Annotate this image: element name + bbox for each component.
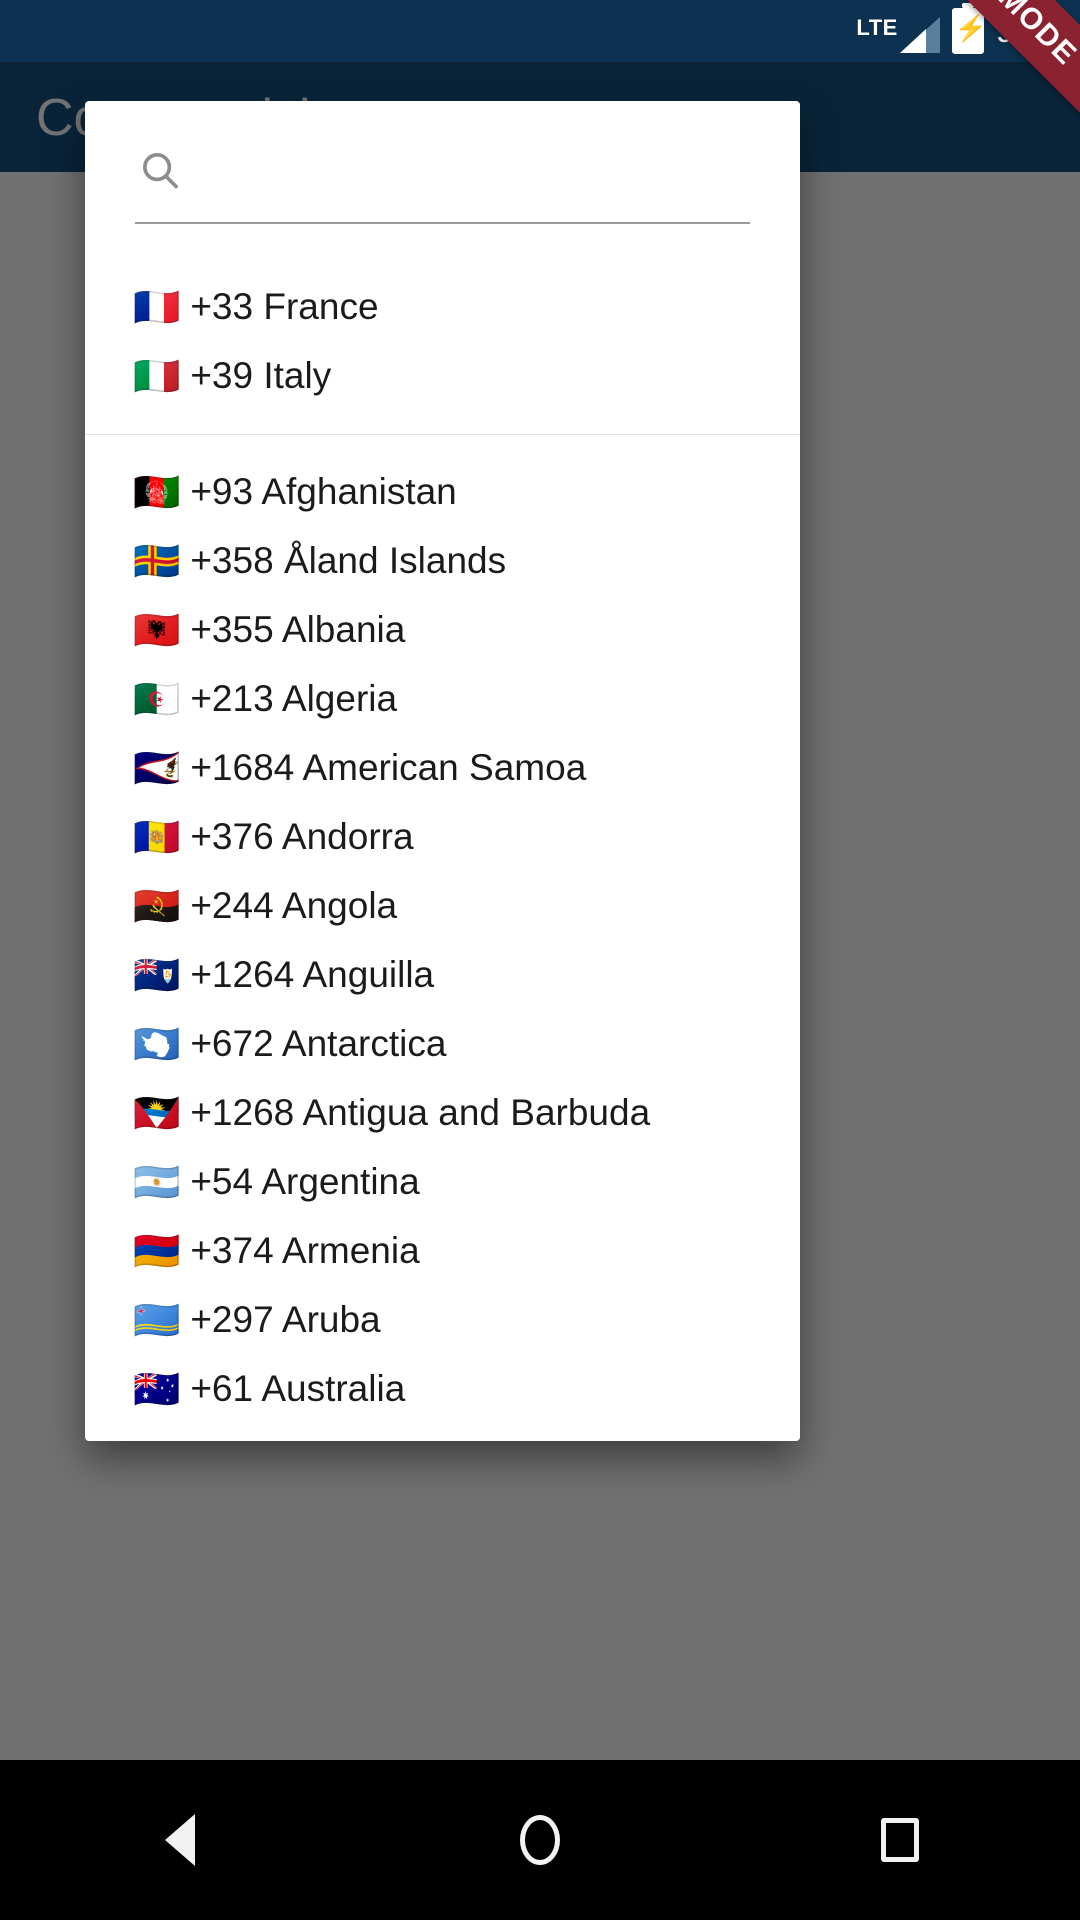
search-field[interactable] [135,124,750,224]
country-flag-icon: 🇦🇫 [133,469,181,514]
country-list-item[interactable]: 🇦🇷 +54 Argentina [85,1147,800,1216]
battery-charging-icon: ⚡ [951,3,987,54]
country-flag-icon: 🇦🇷 [133,1159,181,1204]
country-flag-icon: 🇦🇩 [133,814,181,859]
country-list-item[interactable]: 🇩🇿 +213 Algeria [85,664,800,733]
country-label: +1264 Anguilla [190,953,435,995]
country-list-item[interactable]: 🇦🇽 +358 Åland Islands [85,526,800,595]
country-flag-icon: 🇦🇼 [133,1297,181,1342]
country-flag-icon: 🇦🇸 [133,745,181,790]
country-list-item[interactable]: 🇦🇺 +61 Australia [85,1354,800,1423]
back-icon [165,1814,195,1866]
country-list-item[interactable]: 🇦🇶 +672 Antarctica [85,1009,800,1078]
country-list[interactable]: 🇦🇫 +93 Afghanistan 🇦🇽 +358 Åland Islands 🇦🇱 +… [85,435,800,1441]
country-list-item[interactable]: 🇦🇸 +1684 American Samoa [85,733,800,802]
country-label: +244 Angola [190,884,398,926]
country-flag-icon: 🇮🇹 [133,353,181,398]
country-label: +39 Italy [190,354,332,396]
country-label: +297 Aruba [190,1298,381,1340]
nav-recents-button[interactable] [820,1760,980,1920]
nav-back-button[interactable] [100,1760,260,1920]
country-label: +1684 American Samoa [190,746,587,788]
country-flag-icon: 🇦🇬 [133,1090,181,1135]
country-label: +672 Antarctica [190,1022,447,1064]
nav-home-button[interactable] [460,1760,620,1920]
country-list-item[interactable]: 🇦🇮 +1264 Anguilla [85,940,800,1009]
country-flag-icon: 🇦🇱 [133,607,181,652]
country-label: +358 Åland Islands [190,539,507,581]
recents-icon [881,1818,919,1862]
network-indicator: LTE [856,9,940,53]
status-bar: LTE ⚡ 9:03 [0,0,1080,62]
country-label: +355 Albania [190,608,406,650]
country-flag-icon: 🇦🇺 [133,1366,181,1411]
country-label: +93 Afghanistan [190,470,457,512]
country-list-item[interactable]: 🇦🇼 +297 Aruba [85,1285,800,1354]
country-flag-icon: 🇦🇽 [133,538,181,583]
lte-label: LTE [856,15,898,40]
country-flag-icon: 🇦🇮 [133,952,181,997]
list-section-divider [85,434,800,435]
country-flag-icon: 🇫🇷 [133,284,181,329]
country-label: +1268 Antigua and Barbuda [190,1091,651,1133]
country-label: +376 Andorra [190,815,414,857]
country-list-item[interactable]: 🇦🇲 +374 Armenia [85,1216,800,1285]
country-list-item[interactable]: 🇮🇹 +39 Italy [85,341,800,410]
search-input[interactable] [201,147,750,192]
country-flag-icon: 🇦🇴 [133,883,181,928]
search-row [85,101,800,246]
home-icon [520,1815,560,1865]
country-list-item[interactable]: 🇦🇬 +1268 Antigua and Barbuda [85,1078,800,1147]
search-icon [137,147,183,193]
country-list-item[interactable]: 🇫🇷 +33 France [85,272,800,341]
country-flag-icon: 🇦🇶 [133,1021,181,1066]
country-label: +33 France [190,285,379,327]
country-label: +61 Australia [190,1367,406,1409]
country-list-item[interactable]: 🇦🇫 +93 Afghanistan [85,457,800,526]
country-flag-icon: 🇩🇿 [133,676,181,721]
country-label: +213 Algeria [190,677,398,719]
preferred-country-list: 🇫🇷 +33 France 🇮🇹 +39 Italy [85,246,800,434]
android-nav-bar [0,1760,1080,1920]
country-list-item[interactable]: 🇦🇩 +376 Andorra [85,802,800,871]
country-picker-dialog: 🇫🇷 +33 France 🇮🇹 +39 Italy 🇦🇫 +93 Afghanista… [85,101,800,1441]
country-list-item[interactable]: 🇦🇱 +355 Albania [85,595,800,664]
country-label: +54 Argentina [190,1160,420,1202]
country-flag-icon: 🇦🇲 [133,1228,181,1273]
country-label: +374 Armenia [190,1229,420,1271]
country-list-item[interactable]: 🇦🇴 +244 Angola [85,871,800,940]
signal-bars-icon [899,17,940,53]
